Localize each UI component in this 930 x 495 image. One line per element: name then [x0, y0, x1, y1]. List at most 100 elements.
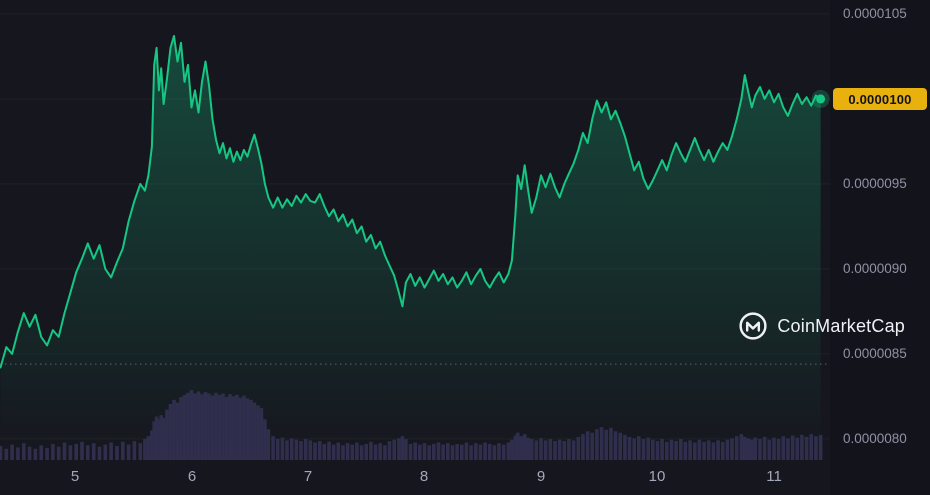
- volume-bar: [492, 445, 497, 460]
- volume-bar: [660, 439, 664, 460]
- volume-bar: [646, 437, 650, 460]
- volume-bar: [193, 393, 197, 460]
- volume-bar: [688, 440, 692, 460]
- volume-bar: [345, 443, 350, 460]
- volume-bar: [397, 438, 401, 460]
- volume-bar: [242, 395, 246, 460]
- volume-bar: [534, 440, 539, 460]
- volume-bar: [543, 440, 548, 460]
- volume-bar: [795, 437, 800, 460]
- price-line: [0, 35, 822, 369]
- volume-bar: [182, 394, 187, 460]
- volume-bar: [404, 439, 408, 460]
- volume-bar: [427, 445, 431, 460]
- volume-bar: [168, 404, 173, 460]
- x-axis-label: 8: [419, 468, 429, 485]
- volume-bar: [364, 443, 368, 460]
- volume-bar: [308, 440, 313, 460]
- volume-bar: [599, 427, 604, 460]
- volume-bar: [483, 442, 487, 460]
- volume-bar: [221, 393, 225, 460]
- volume-bar: [27, 446, 32, 460]
- volume-bar: [280, 437, 285, 460]
- volume-bar: [86, 445, 90, 460]
- volume-bar: [422, 443, 427, 460]
- coinmarketcap-watermark: CoinMarketCap: [738, 311, 905, 341]
- volume-bar: [576, 436, 581, 460]
- volume-bar: [539, 438, 543, 460]
- volume-bar: [0, 446, 3, 460]
- volume-bar: [786, 438, 790, 460]
- volume-bar: [10, 444, 14, 460]
- volume-bar: [303, 439, 308, 460]
- volume-bar: [706, 440, 711, 460]
- volume-bar: [317, 441, 322, 460]
- volume-bar: [655, 441, 660, 460]
- volume-bar: [562, 441, 567, 460]
- volume-bar: [750, 439, 754, 460]
- volume-bar: [74, 443, 78, 460]
- volume-bar: [513, 435, 518, 460]
- volume-bar: [152, 421, 156, 460]
- volume-bar: [441, 444, 445, 460]
- volume-bar: [159, 415, 163, 460]
- volume-bar: [711, 442, 716, 460]
- volume-bar: [585, 431, 590, 460]
- volume-bar: [327, 441, 331, 460]
- volume-bar: [172, 399, 176, 460]
- volume-bar: [432, 443, 436, 460]
- volume-bar: [146, 436, 151, 460]
- price-plot-canvas[interactable]: [0, 0, 830, 460]
- volume-bar: [753, 437, 758, 460]
- volume-bar: [581, 434, 585, 460]
- volume-bar: [56, 446, 61, 460]
- x-axis-label: 5: [70, 468, 80, 485]
- volume-bar: [271, 436, 275, 460]
- watermark-label: CoinMarketCap: [777, 315, 905, 336]
- price-area-fill: [0, 36, 821, 460]
- volume-bar: [809, 434, 813, 460]
- volume-bar: [285, 440, 289, 460]
- volume-bar: [33, 448, 38, 460]
- volume-bar: [373, 444, 378, 460]
- volume-bars: [0, 390, 823, 460]
- volume-bar: [519, 436, 523, 460]
- volume-bar: [97, 446, 102, 460]
- volume-bar: [567, 439, 571, 460]
- volume-bar: [121, 441, 125, 460]
- volume-bar: [336, 442, 341, 460]
- volume-bar: [22, 443, 26, 460]
- volume-bar: [4, 448, 9, 460]
- volume-bar: [487, 443, 492, 460]
- x-axis-label: 9: [536, 468, 546, 485]
- volume-bar: [252, 402, 257, 460]
- volume-bar: [224, 397, 229, 460]
- volume-bar: [378, 443, 382, 460]
- volume-bar: [623, 434, 627, 460]
- volume-bar: [693, 442, 697, 460]
- volume-bar: [39, 445, 43, 460]
- volume-bar: [266, 429, 271, 460]
- volume-bar: [256, 405, 260, 460]
- volume-bar: [515, 432, 520, 460]
- last-price-dot: [816, 94, 826, 104]
- volume-bar: [186, 392, 190, 460]
- y-axis-label: 0.0000095: [843, 176, 907, 191]
- volume-bar: [455, 443, 459, 460]
- volume-bar: [294, 439, 299, 460]
- volume-bar: [739, 434, 744, 460]
- volume-bar: [637, 436, 641, 460]
- volume-bar: [725, 439, 730, 460]
- volume-bar: [669, 439, 674, 460]
- volume-bar: [814, 436, 818, 460]
- volume-bar: [138, 443, 143, 460]
- volume-bar: [200, 394, 204, 460]
- volume-bar: [464, 442, 469, 460]
- volume-bar: [313, 442, 317, 460]
- volume-bar: [275, 439, 280, 460]
- volume-bar: [238, 397, 243, 460]
- volume-bar: [665, 441, 669, 460]
- volume-bar: [804, 436, 809, 460]
- volume-bar: [203, 392, 208, 460]
